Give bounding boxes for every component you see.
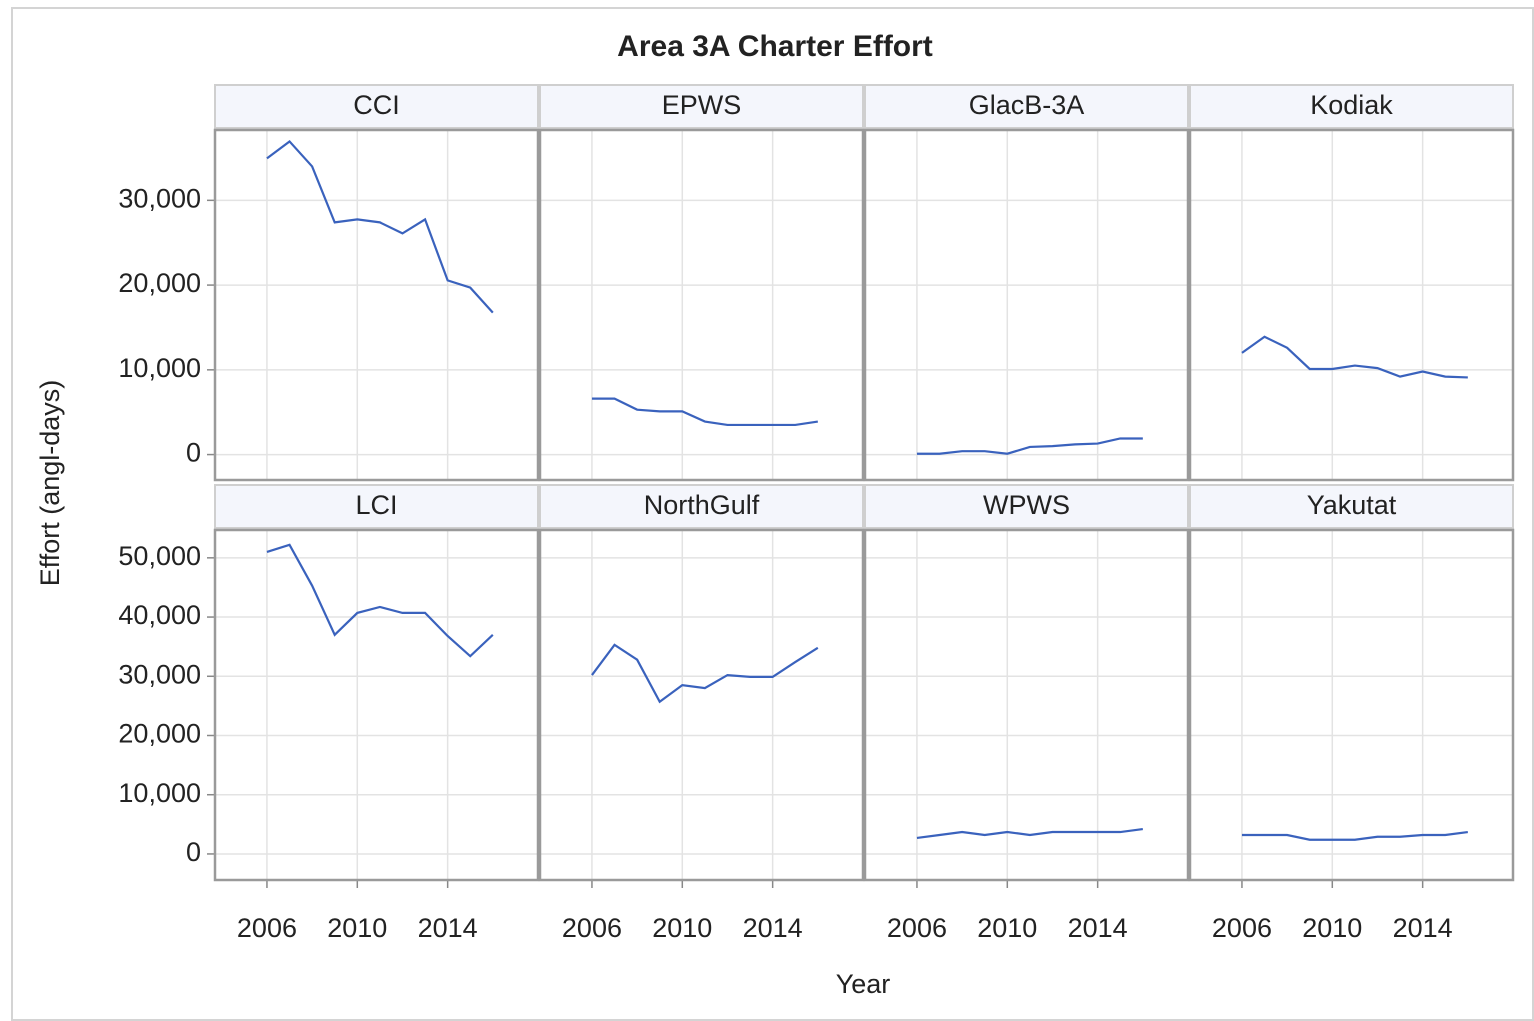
- data-line: [591, 643, 819, 704]
- y-tick-label: 20,000: [118, 719, 201, 749]
- data-line: [916, 437, 1143, 455]
- panel-title: Yakutat: [1307, 490, 1397, 520]
- panel-header: [864, 84, 1189, 129]
- plot-area: [1190, 530, 1513, 880]
- y-tick-label: 30,000: [118, 183, 201, 213]
- y-tick-label: 20,000: [118, 268, 201, 298]
- panel-header: [214, 84, 539, 129]
- panel-title: WPWS: [983, 490, 1070, 520]
- plot-area: [215, 130, 538, 480]
- panel-border: [863, 128, 1190, 482]
- x-tick-label: 2014: [743, 913, 803, 943]
- x-tick-label: 2010: [977, 913, 1037, 943]
- plot-area: [540, 130, 863, 480]
- panel-title: NorthGulf: [644, 490, 760, 520]
- data-line: [1241, 830, 1468, 841]
- panel-border: [863, 528, 1190, 882]
- panel-header: [1189, 84, 1514, 129]
- plot-area: [865, 530, 1188, 880]
- x-tick-label: 2006: [887, 913, 947, 943]
- x-tick-label: 2010: [327, 913, 387, 943]
- x-tick-label: 2010: [1302, 913, 1362, 943]
- panel-header: [539, 84, 864, 129]
- data-line: [266, 139, 494, 314]
- x-tick-label: 2014: [1068, 913, 1128, 943]
- y-tick-label: 10,000: [118, 353, 201, 383]
- panel-title: GlacB-3A: [969, 90, 1085, 120]
- panel-title: Kodiak: [1310, 90, 1393, 120]
- panel-border: [213, 128, 540, 482]
- data-line: [591, 397, 818, 427]
- x-tick-label: 2010: [652, 913, 712, 943]
- y-tick-label: 0: [186, 438, 201, 468]
- panel-border: [538, 128, 865, 482]
- panel-title: EPWS: [662, 90, 742, 120]
- data-line: [916, 827, 1143, 840]
- panel-header: [1189, 484, 1514, 529]
- panel-border: [213, 528, 540, 882]
- x-axis-label: Year: [836, 969, 891, 999]
- y-axis-label: Effort (angl-days): [35, 380, 65, 587]
- y-tick-label: 30,000: [118, 659, 201, 689]
- x-tick-label: 2006: [1212, 913, 1272, 943]
- panel-header: [539, 484, 864, 529]
- plot-area: [215, 530, 538, 880]
- panel-title: LCI: [355, 490, 397, 520]
- panel-header: [864, 484, 1189, 529]
- y-tick-label: 10,000: [118, 778, 201, 808]
- panel-border: [538, 528, 865, 882]
- x-tick-label: 2006: [562, 913, 622, 943]
- y-tick-label: 40,000: [118, 600, 201, 630]
- panel-border: [1188, 128, 1515, 482]
- y-tick-label: 0: [186, 837, 201, 867]
- x-tick-label: 2006: [237, 913, 297, 943]
- data-line: [266, 543, 494, 658]
- plot-area: [540, 530, 863, 880]
- plot-area: [1190, 130, 1513, 480]
- panel-title: CCI: [353, 90, 400, 120]
- plot-area: [865, 130, 1188, 480]
- x-tick-label: 2014: [418, 913, 478, 943]
- y-tick-label: 50,000: [118, 541, 201, 571]
- x-tick-label: 2014: [1393, 913, 1453, 943]
- data-line: [1241, 335, 1468, 379]
- panel-border: [1188, 528, 1515, 882]
- chart-title: Area 3A Charter Effort: [617, 30, 933, 63]
- panel-header: [214, 484, 539, 529]
